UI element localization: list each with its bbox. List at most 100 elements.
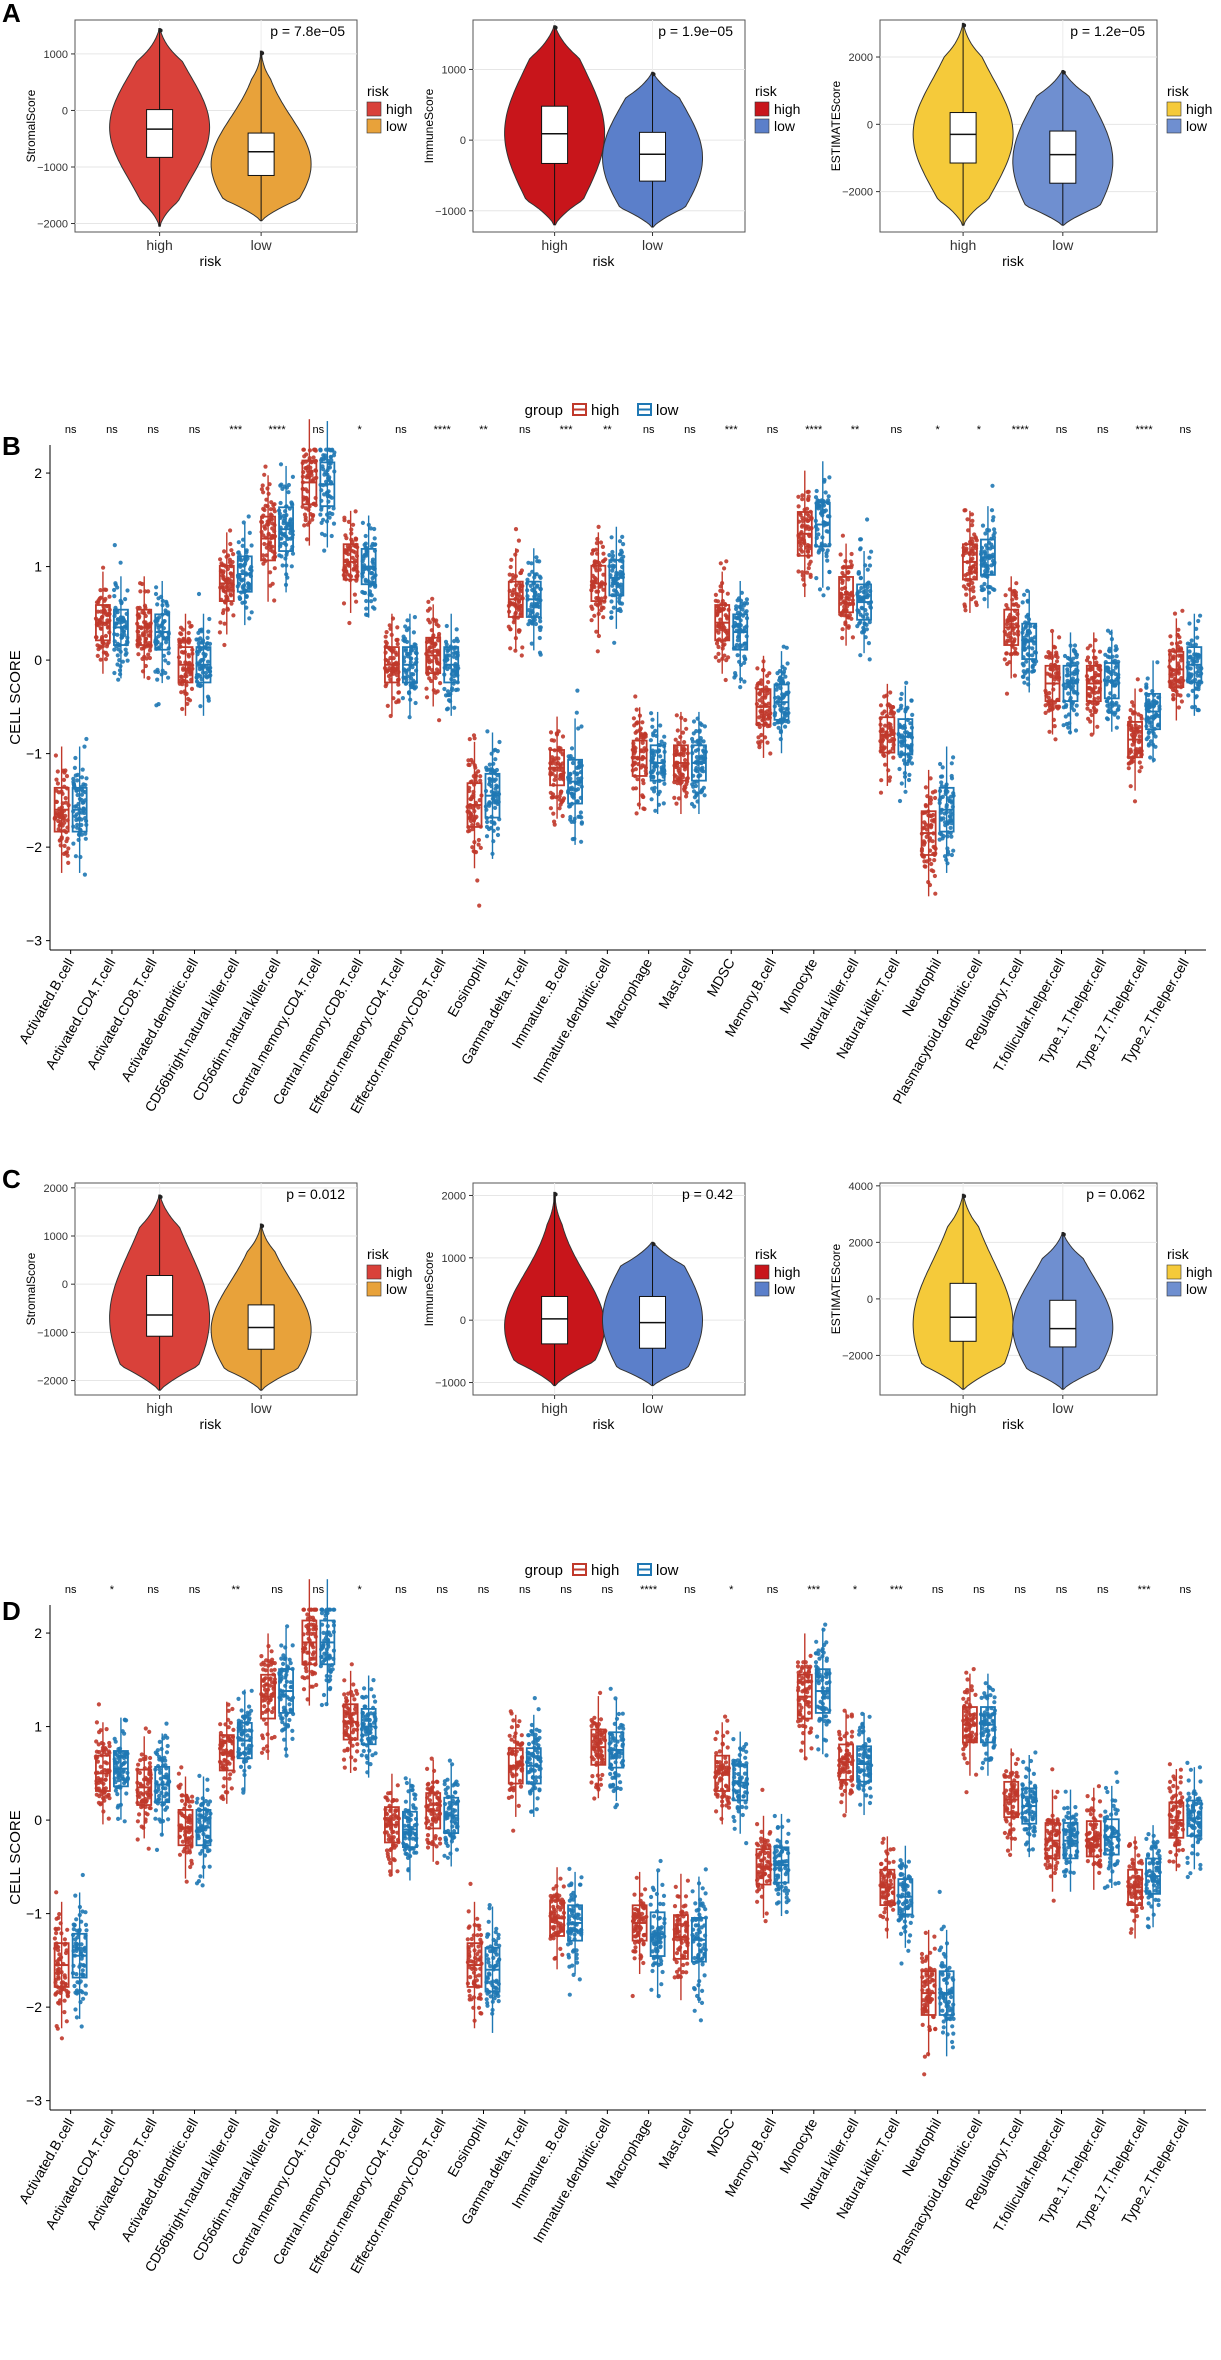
data-point xyxy=(550,758,555,763)
data-point xyxy=(825,558,830,563)
data-point xyxy=(427,665,432,670)
data-point xyxy=(1138,688,1143,693)
data-point xyxy=(620,534,625,540)
data-point xyxy=(155,677,160,682)
data-point xyxy=(609,599,614,604)
data-point xyxy=(900,725,905,730)
data-point xyxy=(1113,683,1118,688)
data-point xyxy=(1013,646,1018,651)
data-point xyxy=(186,654,191,659)
data-point xyxy=(805,570,810,575)
data-point xyxy=(840,635,845,641)
data-point xyxy=(137,1770,142,1775)
data-point xyxy=(617,539,623,544)
data-point xyxy=(1139,716,1144,721)
data-point xyxy=(1088,643,1093,648)
data-point xyxy=(716,651,721,657)
data-point xyxy=(617,552,623,557)
data-point xyxy=(341,601,347,606)
data-point xyxy=(372,606,377,611)
data-point xyxy=(535,583,540,588)
legend-swatch xyxy=(1166,101,1182,117)
data-point xyxy=(80,767,85,772)
data-point xyxy=(607,553,612,558)
data-point xyxy=(808,559,813,564)
data-point xyxy=(313,447,318,452)
data-point xyxy=(135,1837,140,1842)
data-point xyxy=(343,563,348,569)
data-point xyxy=(1012,631,1017,636)
data-point xyxy=(579,821,584,826)
data-point xyxy=(949,761,954,766)
data-point xyxy=(1105,703,1110,708)
data-point xyxy=(444,707,450,712)
box-high xyxy=(146,1275,174,1337)
data-point xyxy=(1021,663,1026,668)
data-point xyxy=(138,1791,143,1796)
data-point xyxy=(181,666,186,671)
data-point xyxy=(478,774,483,779)
data-point xyxy=(601,551,606,556)
data-point xyxy=(311,455,316,460)
data-point xyxy=(766,716,771,721)
data-point xyxy=(1030,646,1035,651)
data-point xyxy=(798,536,803,541)
data-point xyxy=(434,618,439,623)
data-point xyxy=(372,536,377,541)
data-point xyxy=(103,1760,108,1765)
data-point xyxy=(116,647,121,652)
data-point xyxy=(290,551,296,556)
data-point xyxy=(321,453,326,458)
data-point xyxy=(153,591,159,597)
data-point xyxy=(156,702,161,707)
data-point xyxy=(691,719,697,724)
data-point xyxy=(991,515,996,520)
data-point xyxy=(433,642,438,647)
data-point xyxy=(1188,654,1193,659)
data-point xyxy=(135,1819,140,1824)
data-point xyxy=(154,585,159,590)
data-point xyxy=(426,599,431,605)
data-point xyxy=(1186,693,1191,698)
data-point xyxy=(768,751,773,756)
data-point xyxy=(146,633,151,638)
data-point xyxy=(1115,715,1121,720)
data-point xyxy=(412,615,417,620)
data-point xyxy=(98,657,103,662)
data-point xyxy=(205,1849,210,1854)
data-point xyxy=(1052,724,1057,729)
data-point xyxy=(205,635,210,641)
data-point xyxy=(1047,702,1052,708)
data-point xyxy=(1097,649,1103,654)
data-point xyxy=(970,580,975,586)
data-point xyxy=(650,724,655,729)
data-point xyxy=(970,556,975,561)
data-point xyxy=(1047,729,1052,734)
data-point xyxy=(575,688,580,693)
data-point xyxy=(897,798,903,804)
data-point xyxy=(691,731,696,736)
data-point xyxy=(598,540,604,545)
data-point xyxy=(396,690,401,695)
data-point xyxy=(484,765,489,770)
data-point xyxy=(1154,700,1159,705)
data-point xyxy=(1172,611,1178,616)
data-point xyxy=(765,673,770,678)
data-point xyxy=(95,609,101,614)
data-point xyxy=(963,608,968,613)
data-point xyxy=(247,1765,252,1770)
data-point xyxy=(112,647,117,652)
data-point xyxy=(79,2024,84,2029)
data-point xyxy=(166,651,171,656)
data-point xyxy=(1114,725,1119,730)
data-point xyxy=(285,536,290,542)
data-point xyxy=(144,629,149,634)
data-point xyxy=(798,541,803,546)
data-point xyxy=(394,637,399,643)
data-point xyxy=(146,675,151,681)
data-point xyxy=(407,715,412,720)
data-point xyxy=(922,840,927,845)
data-point xyxy=(951,755,956,760)
data-point xyxy=(72,765,77,771)
data-point xyxy=(121,618,126,623)
